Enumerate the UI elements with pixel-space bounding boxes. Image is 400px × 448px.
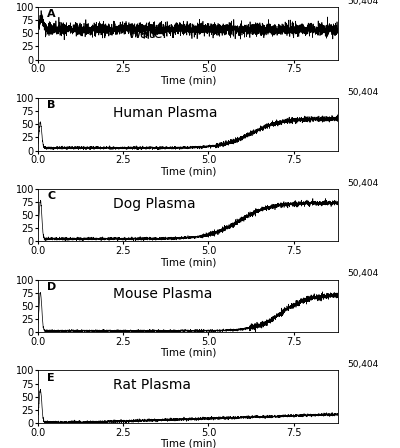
X-axis label: Time (min): Time (min) xyxy=(160,75,216,85)
Text: A: A xyxy=(47,9,56,19)
Text: 50,404: 50,404 xyxy=(347,88,378,97)
Text: B: B xyxy=(47,100,55,110)
Text: 50,404: 50,404 xyxy=(347,361,378,370)
X-axis label: Time (min): Time (min) xyxy=(160,348,216,358)
Text: Rat Plasma: Rat Plasma xyxy=(113,379,191,392)
Text: Dog Plasma: Dog Plasma xyxy=(113,197,196,211)
X-axis label: Time (min): Time (min) xyxy=(160,166,216,176)
Text: C: C xyxy=(47,191,55,201)
Text: D: D xyxy=(47,282,56,292)
X-axis label: Time (min): Time (min) xyxy=(160,439,216,448)
Text: 50,404: 50,404 xyxy=(347,0,378,6)
Text: 50,404: 50,404 xyxy=(347,270,378,279)
Text: 50,404: 50,404 xyxy=(347,179,378,188)
Text: Water: Water xyxy=(128,27,169,41)
Text: Human Plasma: Human Plasma xyxy=(113,106,218,120)
Text: Mouse Plasma: Mouse Plasma xyxy=(113,288,212,302)
X-axis label: Time (min): Time (min) xyxy=(160,257,216,267)
Text: E: E xyxy=(47,373,55,383)
